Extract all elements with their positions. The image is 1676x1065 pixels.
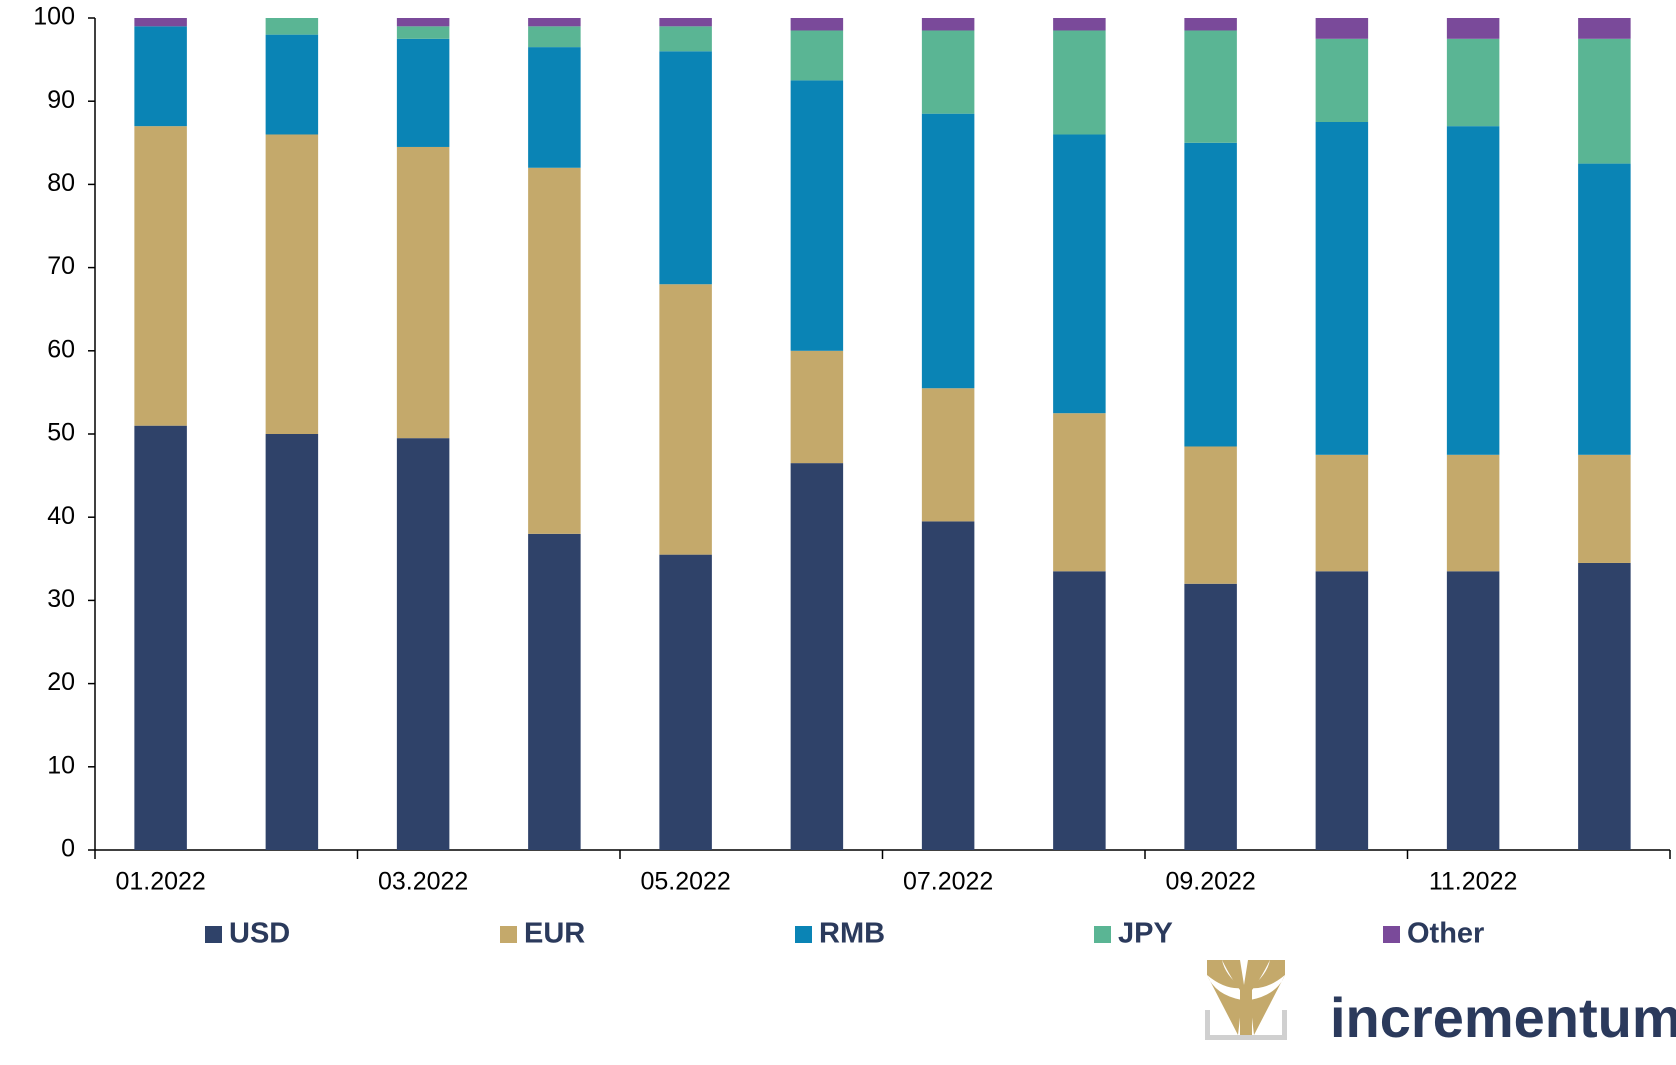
bar-segment	[265, 434, 319, 850]
y-tick-label: 40	[47, 502, 75, 530]
y-tick-label: 50	[47, 419, 75, 447]
legend-label: RMB	[819, 918, 885, 950]
bar-segment	[1446, 454, 1500, 572]
bar-segment	[1184, 18, 1237, 31]
bar-segment	[1446, 18, 1500, 39]
bar-segment	[659, 18, 712, 27]
bar-segment	[134, 126, 187, 426]
y-tick-label: 80	[47, 169, 75, 197]
bar-segment	[1184, 142, 1237, 447]
bar-segment	[134, 18, 187, 27]
legend-swatch	[500, 926, 517, 943]
legend-label: USD	[229, 918, 290, 950]
y-tick-label: 70	[47, 252, 75, 280]
bar-segment	[528, 18, 581, 27]
legend-label: Other	[1407, 918, 1484, 950]
legend-swatch	[795, 926, 812, 943]
x-tick-label: 03.2022	[378, 868, 468, 896]
bar-segment	[396, 438, 450, 850]
bar-segment	[396, 26, 450, 39]
y-tick-label: 0	[61, 835, 75, 863]
y-tick-label: 90	[47, 86, 75, 114]
bar-segment	[790, 18, 844, 31]
bar-segment	[1315, 454, 1369, 572]
x-tick-label: 09.2022	[1165, 868, 1255, 896]
bar-segment	[790, 30, 844, 81]
bar-segment	[528, 167, 581, 534]
bar-segment	[1446, 571, 1500, 850]
bar-segment	[659, 51, 712, 285]
bar-segment	[790, 350, 844, 464]
logo-text: incrementum	[1330, 986, 1676, 1049]
legend-swatch	[205, 926, 222, 943]
bar-segment	[396, 18, 450, 27]
bar-segment	[1053, 18, 1106, 31]
bar-segment	[1184, 30, 1237, 143]
bar-segment	[790, 80, 844, 351]
bar-segment	[1053, 413, 1106, 572]
logo-icon	[1205, 960, 1287, 1040]
bar-segment	[1315, 18, 1369, 39]
legend-label: JPY	[1118, 918, 1173, 950]
y-tick-label: 60	[47, 335, 75, 363]
bar-segment	[1446, 38, 1500, 127]
y-tick-label: 100	[33, 3, 75, 31]
bar-segment	[921, 388, 975, 522]
y-tick-label: 10	[47, 751, 75, 779]
bar-segment	[528, 533, 581, 850]
bar-segment	[1578, 163, 1631, 455]
bar-segment	[1184, 583, 1237, 850]
bar-segment	[396, 38, 450, 147]
bar-segment	[921, 113, 975, 389]
bar-segment	[1184, 446, 1237, 584]
bar-segment	[1578, 38, 1631, 164]
bar-segment	[790, 463, 844, 850]
bar-segment	[265, 134, 319, 435]
bar-segment	[134, 425, 187, 850]
bar-segment	[659, 284, 712, 555]
bar-segment	[1315, 38, 1369, 122]
y-tick-label: 20	[47, 668, 75, 696]
bar-segment	[396, 146, 450, 439]
y-tick-label: 30	[47, 585, 75, 613]
bar-segment	[1053, 30, 1106, 135]
bar-segment	[1315, 571, 1369, 850]
bar-segment	[265, 34, 319, 135]
bar-segment	[921, 521, 975, 850]
bar-segment	[1053, 571, 1106, 850]
bar-segment	[1053, 134, 1106, 414]
bar-segment	[1578, 18, 1631, 39]
bar-segment	[528, 26, 581, 48]
bar-segment	[1315, 122, 1369, 455]
x-tick-label: 11.2022	[1429, 868, 1518, 896]
bar-segment	[528, 47, 581, 168]
bar-segment	[134, 26, 187, 127]
bar-segment	[659, 554, 712, 850]
x-tick-label: 01.2022	[115, 868, 205, 896]
bar-segment	[659, 26, 712, 52]
bar-segment	[1446, 126, 1500, 455]
bar-segment	[265, 18, 319, 35]
x-tick-label: 07.2022	[903, 868, 993, 896]
x-tick-label: 05.2022	[640, 868, 730, 896]
bar-segment	[921, 30, 975, 114]
bar-segment	[1578, 562, 1631, 850]
bar-segment	[1578, 454, 1631, 563]
legend-label: EUR	[524, 918, 585, 950]
legend-swatch	[1383, 926, 1400, 943]
legend-swatch	[1094, 926, 1111, 943]
bar-segment	[921, 18, 975, 31]
